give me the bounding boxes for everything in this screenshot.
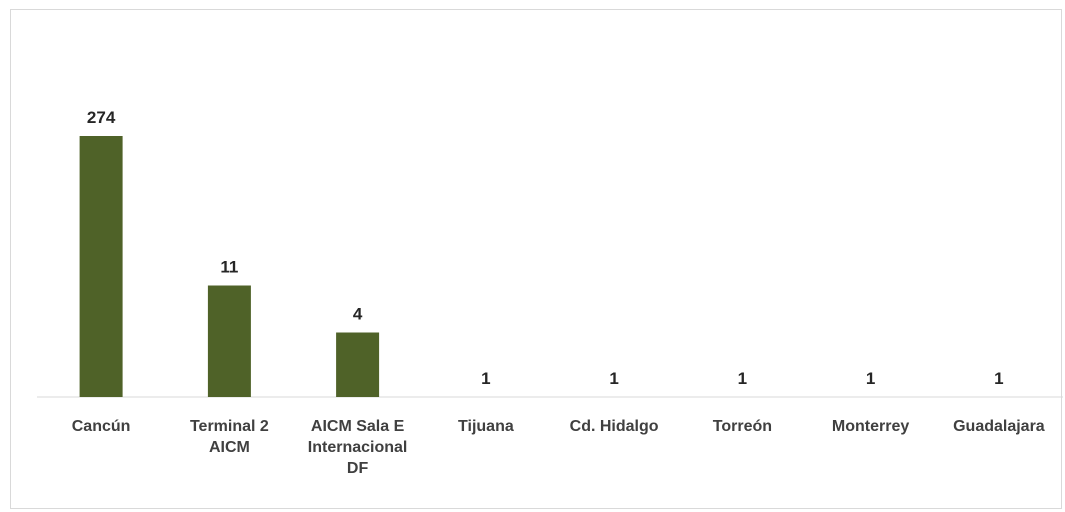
category-label: Cd. Hidalgo [570, 418, 659, 435]
category-label: Guadalajara [953, 418, 1045, 435]
data-label: 4 [353, 305, 363, 324]
category-label: Terminal 2 AICM [190, 418, 269, 456]
bar[interactable] [207, 285, 251, 398]
data-label: 1 [994, 369, 1003, 388]
data-label: 1 [738, 369, 747, 388]
category-label: Monterrey [832, 418, 909, 435]
data-label: 274 [87, 108, 116, 127]
category-label: Tijuana [458, 418, 514, 435]
bar[interactable] [336, 332, 380, 398]
category-label: Cancún [72, 418, 131, 435]
chart-frame [10, 9, 1062, 509]
data-label: 1 [609, 369, 618, 388]
category-label: Torreón [713, 418, 772, 435]
category-label: AICM Sala E Internacional DF [308, 418, 408, 477]
data-label: 1 [866, 369, 875, 388]
data-label: 1 [481, 369, 490, 388]
bar[interactable] [79, 136, 123, 397]
data-label: 11 [220, 258, 238, 277]
